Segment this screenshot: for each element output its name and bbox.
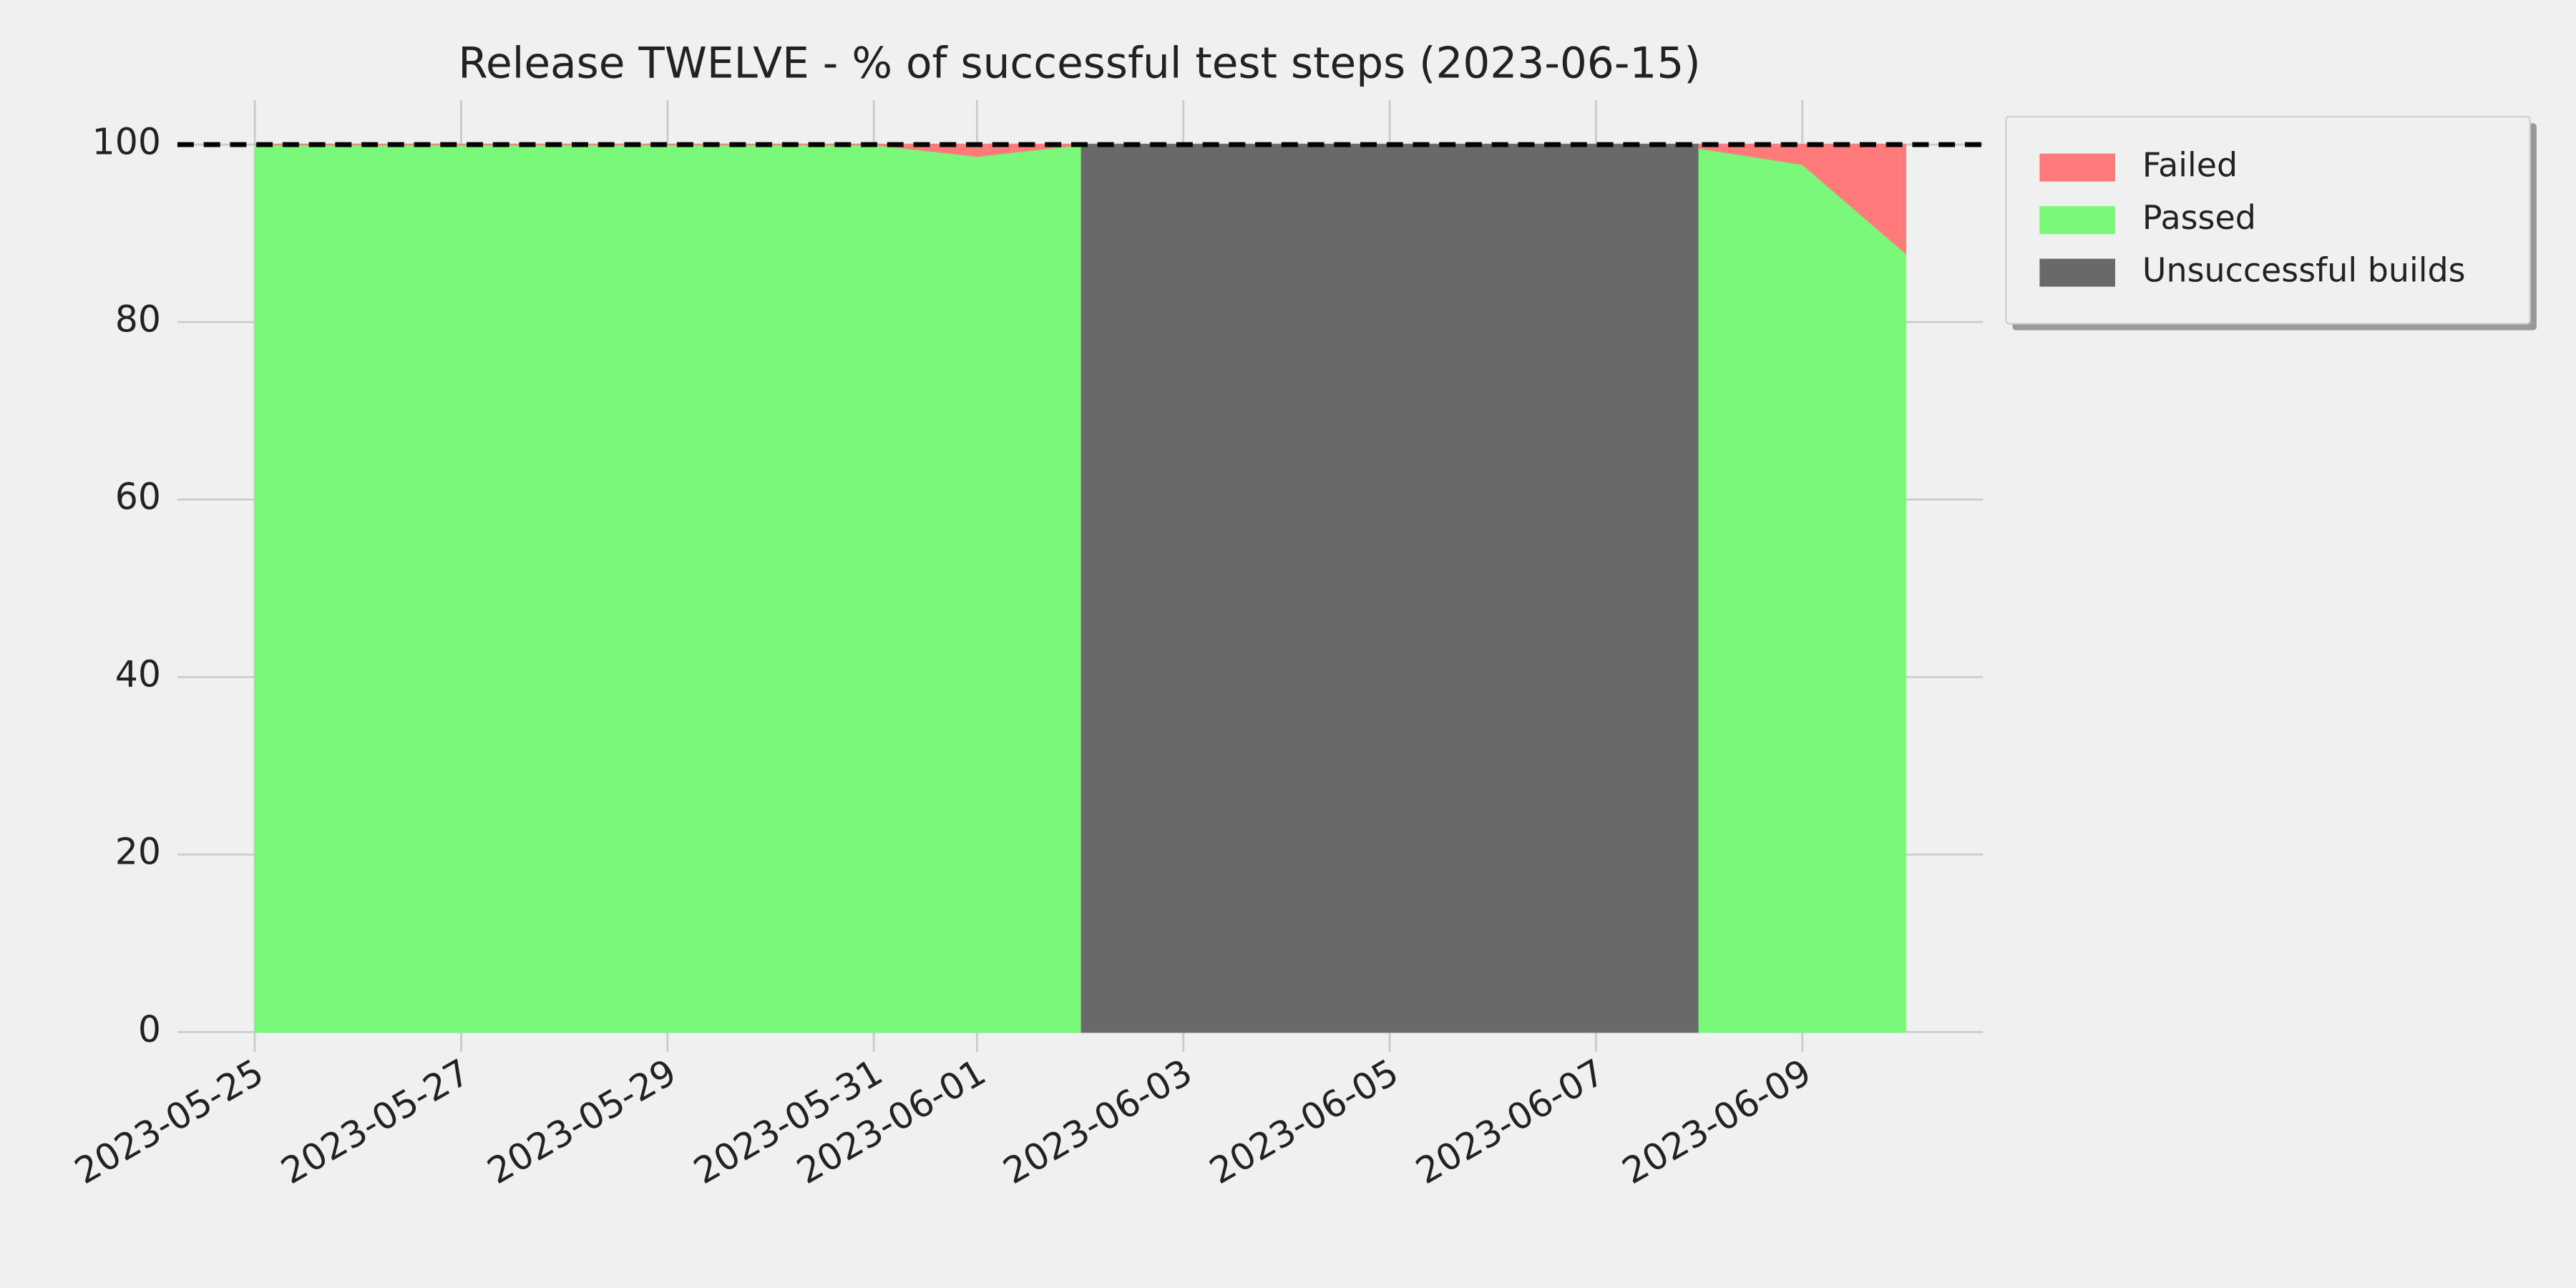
- legend-label: Failed: [2142, 146, 2238, 185]
- overlay: Failed Passed Unsuccessful builds: [177, 115, 2537, 331]
- chart-title: Release TWELVE - % of successful test st…: [458, 39, 1700, 88]
- y-tick-label: 80: [115, 298, 161, 341]
- y-tick-label: 20: [115, 831, 161, 873]
- area: [1079, 143, 1700, 1033]
- legend-swatch: [2039, 153, 2115, 182]
- y-tick-label: 0: [138, 1008, 161, 1050]
- legend-box: [2005, 115, 2531, 325]
- legend-swatch: [2039, 206, 2115, 235]
- y-tick-label: 100: [92, 121, 161, 163]
- area: [1698, 143, 1907, 255]
- y-tick-label: 40: [115, 653, 161, 696]
- areas: [253, 143, 1907, 1033]
- legend-label: Unsuccessful builds: [2142, 251, 2466, 290]
- area: [253, 143, 1081, 1033]
- legend-label: Passed: [2142, 198, 2256, 237]
- y-tick-label: 60: [115, 476, 161, 518]
- legend-swatch: [2039, 258, 2115, 287]
- legend: Failed Passed Unsuccessful builds: [2005, 115, 2537, 331]
- area: [1698, 147, 1907, 1033]
